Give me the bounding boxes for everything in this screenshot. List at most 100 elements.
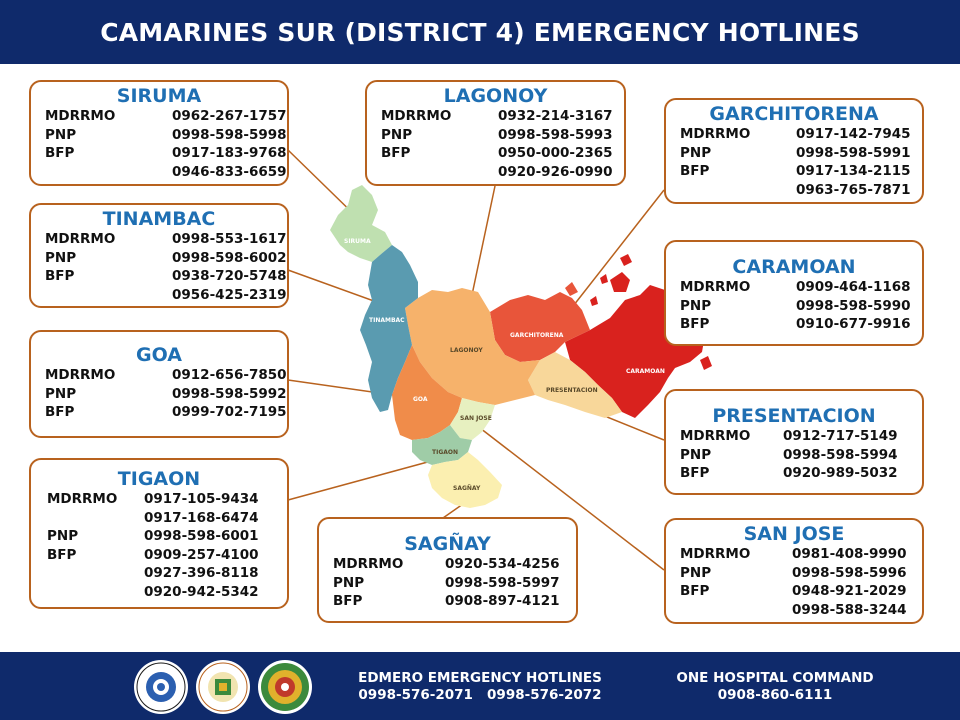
agency-label: MDRRMO bbox=[45, 108, 116, 124]
town-name: PRESENTACION bbox=[712, 405, 876, 427]
garchitorena-card: GARCHITORENA MDRRMO 0917-142-7945 PNP 0998-… bbox=[664, 98, 924, 204]
tinambac-card: TINAMBAC MDRRMO 0998-553-1617 PNP 0998-598-… bbox=[29, 203, 289, 308]
hotline-row: MDRRMO 0962-267-1757 bbox=[45, 107, 287, 126]
hotline-row: BFP 0917-134-2115 bbox=[680, 162, 922, 181]
phone-number: 0963-765-7871 bbox=[796, 181, 911, 198]
map-label-siruma: SIRUMA bbox=[344, 238, 371, 245]
agency-label: MDRRMO bbox=[381, 108, 452, 124]
hotline-list: MDRRMO 0912-656-7850 PNP 0998-598-5992 BFP 09… bbox=[45, 366, 287, 422]
town-name: SAN JOSE bbox=[743, 523, 845, 545]
province-seal-icon bbox=[134, 660, 188, 714]
goa-card: GOA MDRRMO 0912-656-7850 PNP 0998-598-5992 B… bbox=[29, 330, 289, 438]
town-name: TINAMBAC bbox=[102, 208, 216, 230]
siruma-card: SIRUMA MDRRMO 0962-267-1757 PNP 0998-598-59… bbox=[29, 80, 289, 186]
tinambac-region bbox=[360, 245, 418, 412]
phone-number: 0917-168-6474 bbox=[144, 509, 259, 526]
phone-number: 0962-267-1757 bbox=[172, 108, 287, 124]
footer-bar: EDMERO EMERGENCY HOTLINES 0998-576-2071 … bbox=[0, 652, 960, 720]
garchitorena-islet bbox=[565, 282, 578, 296]
agency-label: PNP bbox=[45, 249, 77, 266]
hotline-list: MDRRMO 0917-105-9434 0917-168-6474 PNP 0998-… bbox=[47, 490, 287, 601]
agency-label: PNP bbox=[333, 574, 365, 591]
sagnay-region bbox=[428, 452, 502, 508]
phone-number: 0998-598-5996 bbox=[792, 564, 907, 581]
agency-label bbox=[680, 601, 792, 620]
hotline-row: MDRRMO 0917-105-9434 bbox=[47, 490, 287, 509]
hotline-row: PNP 0998-598-5992 bbox=[45, 385, 287, 404]
hotline-row: BFP 0917-183-9768 bbox=[45, 144, 287, 163]
hospital-command: ONE HOSPITAL COMMAND 0908-860-6111 bbox=[670, 670, 880, 704]
agency-label: PNP bbox=[45, 126, 77, 143]
phone-number: 0912-656-7850 bbox=[172, 367, 287, 383]
hospital-title: ONE HOSPITAL COMMAND bbox=[676, 670, 874, 686]
hotline-row: MDRRMO 0920-534-4256 bbox=[333, 555, 576, 574]
hotline-row: BFP 0910-677-9916 bbox=[680, 315, 922, 334]
hotline-row: PNP 0998-598-5990 bbox=[680, 297, 922, 316]
hotline-row: BFP 0920-989-5032 bbox=[680, 464, 922, 483]
lagonoy-card: LAGONOY MDRRMO 0932-214-3167 PNP 0998-598-5… bbox=[365, 80, 626, 186]
hotline-row: MDRRMO 0912-656-7850 bbox=[45, 366, 287, 385]
hotline-row: BFP 0908-897-4121 bbox=[333, 592, 576, 611]
agency-label bbox=[47, 509, 144, 528]
phone-number: 0910-677-9916 bbox=[796, 316, 911, 332]
agency-label: PNP bbox=[680, 446, 712, 463]
hotline-row: PNP 0998-598-5997 bbox=[333, 574, 576, 593]
hotline-row: BFP 0999-702-7195 bbox=[45, 403, 287, 422]
town-name: CARAMOAN bbox=[732, 256, 856, 278]
town-name: GARCHITORENA bbox=[709, 103, 879, 125]
phone-number: 0932-214-3167 bbox=[498, 108, 613, 124]
presentacion-region bbox=[528, 352, 622, 418]
hotline-row: PNP 0998-598-5996 bbox=[680, 564, 922, 583]
san-jose-card: SAN JOSE MDRRMO 0981-408-9990 PNP 0998-598-… bbox=[664, 518, 924, 624]
map-label-tigaon: TIGAON bbox=[432, 449, 458, 456]
agency-label bbox=[47, 583, 144, 602]
agency-label: MDRRMO bbox=[45, 231, 116, 247]
map-label-goa: GOA bbox=[413, 396, 428, 403]
phone-number: 0999-702-7195 bbox=[172, 404, 287, 420]
phone-number: 0998-598-5992 bbox=[172, 385, 287, 402]
hotline-list: MDRRMO 0912-717-5149 PNP 0998-598-5994 BFP 09… bbox=[680, 427, 922, 483]
phone-number: 0998-553-1617 bbox=[172, 231, 287, 247]
tigaon-region bbox=[412, 425, 472, 465]
hotline-row: 0998-588-3244 bbox=[680, 601, 922, 620]
page-title: CAMARINES SUR (DISTRICT 4) EMERGENCY HOT… bbox=[100, 17, 860, 47]
phone-number: 0920-942-5342 bbox=[144, 583, 259, 600]
town-name: SIRUMA bbox=[116, 85, 202, 107]
hotline-row: 0946-833-6659 bbox=[45, 163, 287, 182]
hotline-row: MDRRMO 0981-408-9990 bbox=[680, 545, 922, 564]
tigaon-card: TIGAON MDRRMO 0917-105-9434 0917-168-6474 P… bbox=[29, 458, 289, 609]
phone-number: 0909-464-1168 bbox=[796, 279, 911, 295]
town-name: GOA bbox=[136, 344, 182, 366]
map-label-sagnay: SAGÑAY bbox=[453, 485, 481, 492]
hotline-row: PNP 0998-598-6002 bbox=[45, 249, 287, 268]
hotline-row: 0927-396-8118 bbox=[47, 564, 287, 583]
map-label-san-jose: SAN JOSE bbox=[460, 415, 492, 422]
agency-label: MDRRMO bbox=[333, 556, 404, 572]
hotline-row: 0956-425-2319 bbox=[45, 286, 287, 305]
hotline-row: MDRRMO 0912-717-5149 bbox=[680, 427, 922, 446]
town-name: SAGÑAY bbox=[404, 533, 491, 555]
map-label-garchitorena: GARCHITORENA bbox=[510, 332, 564, 339]
hotline-row: BFP 0909-257-4100 bbox=[47, 546, 287, 565]
agency-label: BFP bbox=[333, 593, 363, 609]
agency-label: PNP bbox=[47, 528, 79, 544]
agency-label: MDRRMO bbox=[680, 546, 751, 562]
phone-number: 0917-142-7945 bbox=[796, 126, 911, 142]
hotline-list: MDRRMO 0981-408-9990 PNP 0998-598-5996 BFP 09… bbox=[680, 545, 922, 619]
hotline-row: 0917-168-6474 bbox=[47, 509, 287, 528]
edmero-title: EDMERO EMERGENCY HOTLINES bbox=[358, 670, 602, 686]
phone-number: 0912-717-5149 bbox=[783, 428, 898, 444]
goa-region bbox=[392, 345, 462, 440]
hotline-row: PNP 0998-598-5998 bbox=[45, 126, 287, 145]
hotline-list: MDRRMO 0920-534-4256 PNP 0998-598-5997 BFP 09… bbox=[333, 555, 576, 611]
phone-number: 0917-183-9768 bbox=[172, 145, 287, 161]
map-label-caramoan: CARAMOAN bbox=[626, 368, 665, 375]
hotline-list: MDRRMO 0909-464-1168 PNP 0998-598-5990 BFP 09… bbox=[680, 278, 922, 334]
phone-number: 0908-897-4121 bbox=[445, 593, 560, 609]
map-label-tinambac: TINAMBAC bbox=[369, 317, 405, 324]
phone-number: 0946-833-6659 bbox=[172, 163, 287, 180]
town-name: LAGONOY bbox=[443, 85, 548, 107]
hotline-list: MDRRMO 0932-214-3167 PNP 0998-598-5993 BFP 09… bbox=[381, 107, 624, 181]
agency-label: PNP bbox=[680, 297, 712, 314]
agency-label: BFP bbox=[680, 316, 710, 332]
